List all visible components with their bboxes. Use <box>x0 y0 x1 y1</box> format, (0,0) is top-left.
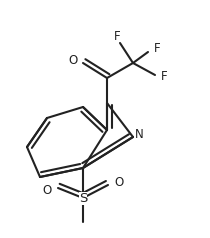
Text: O: O <box>42 184 52 198</box>
Text: F: F <box>114 30 120 43</box>
Text: F: F <box>161 70 167 84</box>
Text: O: O <box>68 55 78 68</box>
Text: S: S <box>79 192 87 204</box>
Text: F: F <box>154 43 160 55</box>
Text: O: O <box>114 175 124 188</box>
Text: N: N <box>135 129 143 142</box>
